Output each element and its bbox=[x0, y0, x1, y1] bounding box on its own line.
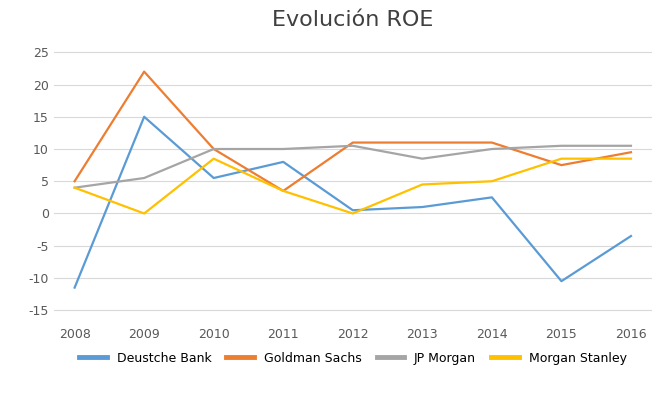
Deustche Bank bbox=[627, 234, 635, 238]
JP Morgan bbox=[488, 147, 496, 151]
JP Morgan bbox=[280, 147, 288, 151]
Goldman Sachs bbox=[71, 179, 79, 184]
JP Morgan bbox=[210, 147, 218, 151]
Morgan Stanley bbox=[210, 156, 218, 161]
Morgan Stanley bbox=[488, 179, 496, 184]
Deustche Bank bbox=[210, 176, 218, 180]
JP Morgan bbox=[349, 143, 357, 148]
Goldman Sachs bbox=[210, 147, 218, 151]
Line: JP Morgan: JP Morgan bbox=[75, 146, 631, 188]
Goldman Sachs bbox=[418, 140, 426, 145]
Deustche Bank bbox=[280, 160, 288, 164]
Goldman Sachs bbox=[140, 69, 149, 74]
Morgan Stanley bbox=[557, 156, 565, 161]
Morgan Stanley bbox=[280, 189, 288, 193]
Legend: Deustche Bank, Goldman Sachs, JP Morgan, Morgan Stanley: Deustche Bank, Goldman Sachs, JP Morgan,… bbox=[79, 352, 626, 365]
Goldman Sachs bbox=[557, 163, 565, 167]
JP Morgan bbox=[557, 143, 565, 148]
Deustche Bank bbox=[488, 195, 496, 200]
Morgan Stanley bbox=[140, 211, 149, 216]
Line: Goldman Sachs: Goldman Sachs bbox=[75, 72, 631, 191]
Goldman Sachs bbox=[488, 140, 496, 145]
Morgan Stanley bbox=[349, 211, 357, 216]
Title: Evolución ROE: Evolución ROE bbox=[272, 9, 433, 30]
Deustche Bank bbox=[557, 279, 565, 284]
JP Morgan bbox=[71, 185, 79, 190]
Morgan Stanley bbox=[71, 185, 79, 190]
Goldman Sachs bbox=[280, 189, 288, 193]
Goldman Sachs bbox=[349, 140, 357, 145]
Deustche Bank bbox=[349, 208, 357, 213]
JP Morgan bbox=[418, 156, 426, 161]
JP Morgan bbox=[140, 176, 149, 180]
Line: Morgan Stanley: Morgan Stanley bbox=[75, 159, 631, 214]
Deustche Bank bbox=[418, 204, 426, 209]
Line: Deustche Bank: Deustche Bank bbox=[75, 117, 631, 288]
Morgan Stanley bbox=[627, 156, 635, 161]
JP Morgan bbox=[627, 143, 635, 148]
Goldman Sachs bbox=[627, 150, 635, 154]
Deustche Bank bbox=[140, 114, 149, 119]
Deustche Bank bbox=[71, 285, 79, 290]
Morgan Stanley bbox=[418, 182, 426, 187]
